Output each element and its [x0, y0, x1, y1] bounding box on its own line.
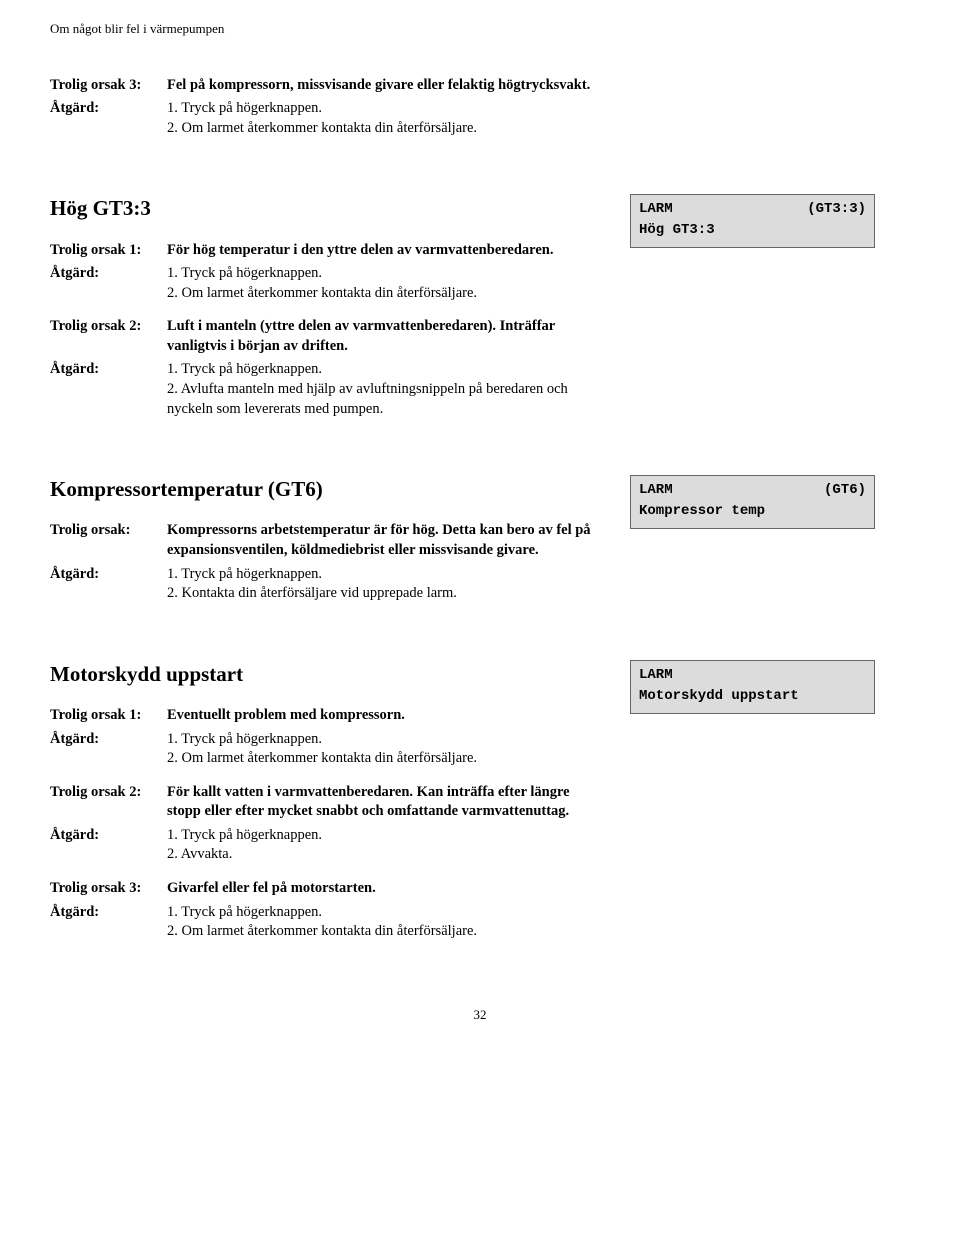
entry-label: Trolig orsak:: [50, 521, 167, 541]
action-line: 2. Om larmet återkommer kontakta din åte…: [167, 922, 600, 942]
action-line: 1. Tryck på högerknappen.: [167, 730, 600, 750]
larm-label: LARM: [639, 665, 673, 686]
entry-block: Trolig orsak 1: Eventuellt problem med k…: [50, 706, 600, 769]
action-line: 1. Tryck på högerknappen.: [167, 264, 600, 284]
entry-row: Åtgärd: 1. Tryck på högerknappen. 2. Avl…: [50, 360, 600, 419]
entry-cause: För kallt vatten i varmvattenberedaren. …: [167, 783, 600, 822]
sidebar-col: LARM (GT6) Kompressor temp: [630, 475, 875, 529]
action-line: 2. Om larmet återkommer kontakta din åte…: [167, 119, 600, 139]
section-cause3-top: Trolig orsak 3: Fel på kompressorn, miss…: [50, 76, 910, 153]
entry-cause: Fel på kompressorn, missvisande givare e…: [167, 76, 600, 96]
content-col: Trolig orsak 3: Fel på kompressorn, miss…: [50, 76, 600, 153]
entry-label: Åtgärd:: [50, 264, 167, 284]
entry-row: Åtgärd: 1. Tryck på högerknappen. 2. Om …: [50, 730, 600, 769]
larm-sub: Motorskydd uppstart: [639, 686, 866, 707]
entry-actions: 1. Tryck på högerknappen. 2. Avvakta.: [167, 826, 600, 865]
sidebar-col: LARM (GT3:3) Hög GT3:3: [630, 194, 875, 248]
entry-actions: 1. Tryck på högerknappen. 2. Om larmet å…: [167, 903, 600, 942]
content-col: Kompressortemperatur (GT6) Trolig orsak:…: [50, 475, 600, 618]
entry-label: Trolig orsak 3:: [50, 76, 167, 96]
entry-label: Trolig orsak 3:: [50, 879, 167, 899]
entry-label: Trolig orsak 1:: [50, 706, 167, 726]
entry-label: Trolig orsak 2:: [50, 783, 167, 803]
action-line: 1. Tryck på högerknappen.: [167, 360, 600, 380]
larm-code: (GT3:3): [807, 199, 866, 220]
larm-label: LARM: [639, 480, 673, 501]
entry-cause: Luft i manteln (yttre delen av varmvatte…: [167, 317, 600, 356]
entry-row: Trolig orsak 1: Eventuellt problem med k…: [50, 706, 600, 726]
section-heading: Hög GT3:3: [50, 194, 600, 222]
entry-row: Trolig orsak 2: För kallt vatten i varmv…: [50, 783, 600, 822]
action-line: 1. Tryck på högerknappen.: [167, 99, 600, 119]
entry-label: Åtgärd:: [50, 903, 167, 923]
action-line: 2. Avlufta manteln med hjälp av avluftni…: [167, 380, 600, 419]
entry-block: Trolig orsak 2: Luft i manteln (yttre de…: [50, 317, 600, 419]
entry-actions: 1. Tryck på högerknappen. 2. Kontakta di…: [167, 565, 600, 604]
section-heading: Kompressortemperatur (GT6): [50, 475, 600, 503]
page-number: 32: [50, 1006, 910, 1024]
entry-row: Trolig orsak 3: Fel på kompressorn, miss…: [50, 76, 600, 96]
entry-cause: Eventuellt problem med kompressorn.: [167, 706, 600, 726]
section-gt6: Kompressortemperatur (GT6) Trolig orsak:…: [50, 475, 910, 618]
entry-row: Trolig orsak 1: För hög temperatur i den…: [50, 241, 600, 261]
action-line: 1. Tryck på högerknappen.: [167, 826, 600, 846]
content-col: Motorskydd uppstart Trolig orsak 1: Even…: [50, 660, 600, 956]
entry-actions: 1. Tryck på högerknappen. 2. Om larmet å…: [167, 264, 600, 303]
entry-row: Trolig orsak 2: Luft i manteln (yttre de…: [50, 317, 600, 356]
entry-row: Åtgärd: 1. Tryck på högerknappen. 2. Om …: [50, 903, 600, 942]
larm-code: (GT6): [824, 480, 866, 501]
section-heading: Motorskydd uppstart: [50, 660, 600, 688]
action-line: 1. Tryck på högerknappen.: [167, 903, 600, 923]
entry-block: Trolig orsak 2: För kallt vatten i varmv…: [50, 783, 600, 865]
entry-cause: För hög temperatur i den yttre delen av …: [167, 241, 600, 261]
entry-block: Trolig orsak: Kompressorns arbetstempera…: [50, 521, 600, 603]
action-line: 1. Tryck på högerknappen.: [167, 565, 600, 585]
entry-cause: Kompressorns arbetstemperatur är för hög…: [167, 521, 600, 560]
larm-sub: Hög GT3:3: [639, 220, 866, 241]
entry-block: Trolig orsak 3: Fel på kompressorn, miss…: [50, 76, 600, 139]
entry-row: Åtgärd: 1. Tryck på högerknappen. 2. Om …: [50, 99, 600, 138]
entry-actions: 1. Tryck på högerknappen. 2. Om larmet å…: [167, 730, 600, 769]
larm-sub: Kompressor temp: [639, 501, 866, 522]
section-gt33: Hög GT3:3 Trolig orsak 1: För hög temper…: [50, 194, 910, 433]
section-motorskydd: Motorskydd uppstart Trolig orsak 1: Even…: [50, 660, 910, 956]
larm-top-row: LARM: [639, 665, 866, 686]
entry-row: Åtgärd: 1. Tryck på högerknappen. 2. Om …: [50, 264, 600, 303]
action-line: 2. Om larmet återkommer kontakta din åte…: [167, 284, 600, 304]
entry-label: Åtgärd:: [50, 360, 167, 380]
entry-label: Trolig orsak 1:: [50, 241, 167, 261]
entry-label: Åtgärd:: [50, 730, 167, 750]
entry-cause: Givarfel eller fel på motorstarten.: [167, 879, 600, 899]
action-line: 2. Kontakta din återförsäljare vid uppre…: [167, 584, 600, 604]
entry-row: Trolig orsak: Kompressorns arbetstempera…: [50, 521, 600, 560]
action-line: 2. Om larmet återkommer kontakta din åte…: [167, 749, 600, 769]
larm-label: LARM: [639, 199, 673, 220]
entry-label: Åtgärd:: [50, 99, 167, 119]
entry-actions: 1. Tryck på högerknappen. 2. Avlufta man…: [167, 360, 600, 419]
entry-label: Åtgärd:: [50, 565, 167, 585]
action-line: 2. Avvakta.: [167, 845, 600, 865]
content-col: Hög GT3:3 Trolig orsak 1: För hög temper…: [50, 194, 600, 433]
larm-top-row: LARM (GT6): [639, 480, 866, 501]
larm-box: LARM (GT6) Kompressor temp: [630, 475, 875, 529]
page-header: Om något blir fel i värmepumpen: [50, 20, 910, 38]
entry-label: Åtgärd:: [50, 826, 167, 846]
entry-row: Åtgärd: 1. Tryck på högerknappen. 2. Kon…: [50, 565, 600, 604]
larm-box: LARM (GT3:3) Hög GT3:3: [630, 194, 875, 248]
entry-label: Trolig orsak 2:: [50, 317, 167, 337]
entry-block: Trolig orsak 3: Givarfel eller fel på mo…: [50, 879, 600, 942]
entry-block: Trolig orsak 1: För hög temperatur i den…: [50, 241, 600, 304]
entry-row: Åtgärd: 1. Tryck på högerknappen. 2. Avv…: [50, 826, 600, 865]
sidebar-col: LARM Motorskydd uppstart: [630, 660, 875, 714]
entry-actions: 1. Tryck på högerknappen. 2. Om larmet å…: [167, 99, 600, 138]
larm-box: LARM Motorskydd uppstart: [630, 660, 875, 714]
larm-top-row: LARM (GT3:3): [639, 199, 866, 220]
entry-row: Trolig orsak 3: Givarfel eller fel på mo…: [50, 879, 600, 899]
